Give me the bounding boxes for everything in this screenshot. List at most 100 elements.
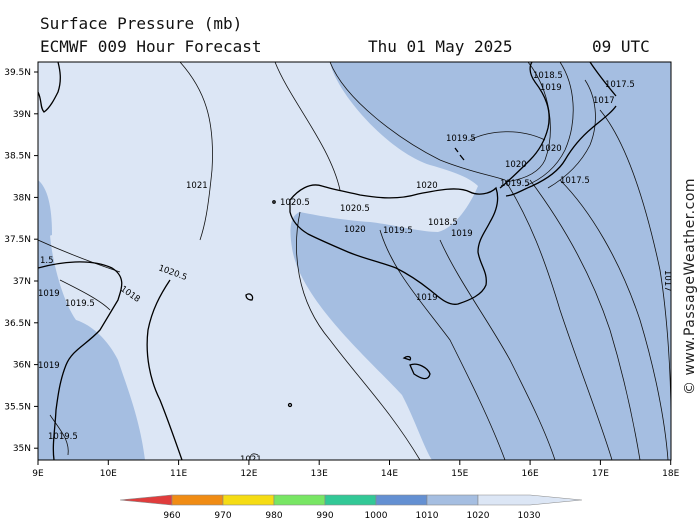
isobar-label: 1018.5: [533, 71, 563, 81]
coastline-calabria-west: [499, 62, 550, 189]
pressure-map: 1018.5 1019 1017.5 1017 1019.5 1020 1021…: [38, 62, 672, 465]
lat-label: 39N: [13, 110, 31, 120]
legend-value-label: 990: [316, 511, 333, 521]
lat-label: 35.5N: [4, 402, 31, 412]
legend-value-label: 970: [214, 511, 231, 521]
isobar-label: 1020: [416, 181, 438, 191]
isobar-label: 1021: [186, 181, 208, 191]
isobar-1018: [529, 179, 641, 460]
isobar-label: 1020.5: [340, 204, 370, 214]
isobar-label: 1019.5: [383, 226, 413, 236]
latitude-axis: 39.5N 39N 38.5N 38N 37.5N 37N 36.5N 36N 35.5N 35N: [4, 68, 38, 454]
legend-value-label: 1020: [467, 511, 490, 521]
isobar-label: 1019: [540, 83, 562, 93]
isobars: [38, 62, 671, 460]
legend-value-label: 1000: [365, 511, 388, 521]
islands-aeolian: [454, 147, 465, 161]
isobar-label: 1020: [540, 144, 562, 154]
isobar-label: 1020: [344, 225, 366, 235]
isobar-1020-5-west: [38, 239, 121, 273]
pressure-legend: 960 970 980 990 1000 1010 1020 1030: [119, 494, 583, 521]
coastline-calabria-east: [505, 105, 617, 197]
lat-label: 36N: [13, 361, 31, 371]
lon-label: 16E: [522, 469, 539, 479]
isobar-1020-north: [329, 62, 506, 181]
isobar-1017: [599, 109, 671, 421]
coastline-sicily: [289, 184, 499, 305]
lat-label: 36.5N: [4, 319, 31, 329]
legend-swatch: [222, 494, 275, 506]
watermark-text: © www.PassageWeather.com: [682, 178, 698, 395]
lat-label: 37N: [13, 277, 31, 287]
legend-value-label: 1030: [518, 511, 541, 521]
coastlines: [38, 62, 617, 460]
lon-label: 18E: [662, 469, 679, 479]
legend-arrow-high: [477, 494, 583, 506]
isobar-1019-5-libya: [49, 414, 69, 456]
isobar-label: 1019.5: [500, 179, 530, 189]
isobar-1018-5-ionian: [524, 62, 574, 187]
lat-label: 37.5N: [4, 235, 31, 245]
lon-label: 11E: [170, 469, 187, 479]
isobar-1021-west: [179, 62, 213, 241]
lon-label: 15E: [451, 469, 468, 479]
map-frame: [37, 61, 672, 461]
legend-value-label: 980: [265, 511, 282, 521]
lat-label: 35N: [13, 444, 31, 454]
chart-title: Surface Pressure (mb): [40, 14, 243, 33]
forecast-time: 09 UTC: [592, 37, 650, 56]
coastline-libya-gabes: [146, 279, 183, 460]
isobar-label: 1019: [451, 229, 473, 239]
isobar-1019-5-tyrrhenian: [469, 131, 546, 141]
legend-value-label: 960: [163, 511, 180, 521]
lon-label: 9E: [32, 469, 44, 479]
legend-swatch: [426, 494, 479, 506]
pressure-band-west-low: [38, 180, 52, 240]
forecast-date: Thu 01 May 2025: [368, 37, 513, 56]
lon-label: 12E: [240, 469, 257, 479]
lat-label: 39.5N: [4, 68, 31, 78]
isobar-1021-south: [249, 453, 259, 460]
legend-arrow-low: [119, 494, 173, 506]
legend-swatch: [273, 494, 326, 506]
legend-swatch: [171, 494, 224, 506]
isobar-1019-5-tunisia: [59, 279, 111, 311]
lon-label: 10E: [100, 469, 117, 479]
island-malta: [409, 363, 431, 380]
coastline-apulia: [589, 62, 617, 97]
longitude-axis: 9E 10E 11E 12E 13E 14E 15E 16E 17E 18E: [32, 460, 680, 479]
isobar-label: 1018.5: [428, 218, 458, 228]
isobar-label: 1020: [505, 160, 527, 170]
isobar-1019-south: [439, 239, 556, 460]
isobar-label: 1017: [593, 96, 615, 106]
island-lampedusa: [287, 402, 293, 408]
isobar-label: 1020.5: [280, 198, 310, 208]
isobar-label: 1019: [38, 289, 60, 299]
island-pantelleria: [245, 293, 254, 301]
lon-label: 17E: [592, 469, 609, 479]
lat-label: 38.5N: [4, 152, 31, 162]
lat-label: 38N: [13, 193, 31, 203]
legend-swatch: [375, 494, 428, 506]
islands-egadi: [272, 200, 276, 204]
isobar-1020-5-north: [274, 62, 341, 191]
coastline-tunisia: [38, 261, 123, 460]
isobar-label: 1017.5: [560, 176, 590, 186]
isobar-label: 1017: [662, 270, 672, 292]
isobar-label: 1019: [38, 361, 60, 371]
lon-label: 13E: [311, 469, 328, 479]
isobar-labels: 1018.5 1019 1017.5 1017 1019.5 1020 1021…: [38, 71, 672, 465]
legend-value-label: 1010: [416, 511, 439, 521]
isobar-1018-ionian: [547, 79, 596, 189]
isobar-label: 1019.5: [65, 299, 95, 309]
isobar-label: 1019: [416, 293, 438, 303]
isobar-1020-south: [296, 211, 421, 460]
isobar-1019-5-south: [379, 229, 506, 460]
lon-label: 14E: [381, 469, 398, 479]
isobar-label: 1019.5: [446, 134, 476, 144]
isobar-label: 1019.5: [48, 432, 78, 442]
isobar-label: 1.5: [40, 256, 54, 266]
isobar-1019-ionian: [504, 62, 551, 183]
isobar-label: 1021: [240, 455, 262, 465]
legend-swatch: [324, 494, 377, 506]
